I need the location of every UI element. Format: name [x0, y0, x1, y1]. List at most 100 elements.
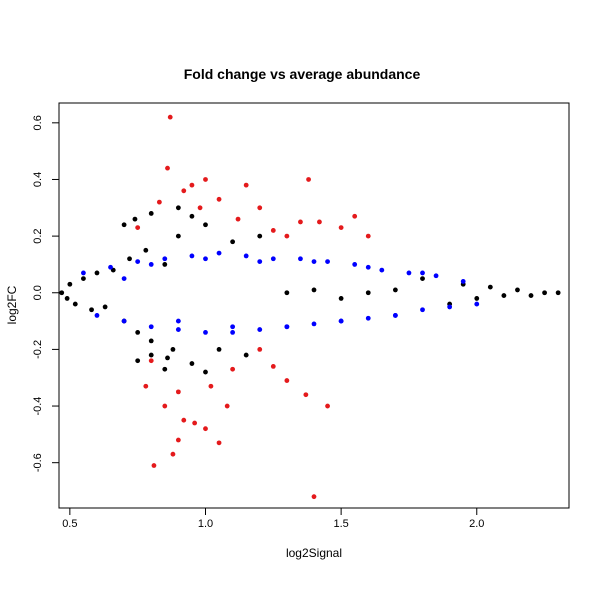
data-point-s0-1	[64, 296, 70, 301]
data-point-s2-3	[170, 451, 176, 457]
data-point-s2-37	[257, 205, 263, 211]
data-point-s2-1	[165, 165, 170, 171]
data-point-s0-35	[528, 293, 534, 298]
y-tick-label-3: 0.0	[32, 285, 44, 300]
data-point-s0-31	[474, 296, 480, 301]
data-point-s2-2	[151, 463, 157, 468]
data-point-s0-14	[162, 262, 168, 267]
data-point-s1-29	[474, 301, 480, 307]
data-point-s2-22	[365, 233, 371, 239]
data-point-s0-38	[121, 222, 127, 228]
data-point-s1-1	[94, 313, 100, 318]
plot-frame	[58, 102, 570, 509]
data-point-s1-21	[365, 315, 371, 321]
data-point-s0-17	[189, 361, 195, 366]
y-axis: -0.6 -0.4 -0.2 0.0 0.2 0.4 0.6	[32, 115, 60, 472]
data-point-s1-28	[460, 279, 466, 284]
data-point-s1-38	[338, 318, 344, 324]
data-point-s1-11	[230, 330, 236, 335]
data-point-s1-20	[352, 262, 358, 267]
data-point-s2-28	[216, 440, 222, 446]
data-point-s1-17	[311, 321, 317, 327]
data-point-s2-30	[235, 216, 241, 222]
data-point-s0-25	[338, 296, 344, 301]
data-point-s2-21	[352, 213, 358, 219]
data-point-s0-26	[365, 290, 371, 296]
data-point-s1-27	[447, 304, 453, 310]
data-point-s0-39	[135, 358, 141, 364]
data-point-s0-13	[148, 338, 154, 344]
data-point-s0-41	[162, 366, 168, 372]
y-tick-label-0: -0.6	[32, 453, 44, 472]
data-point-s1-6	[162, 256, 168, 262]
data-point-s1-2	[108, 264, 113, 270]
y-tick-label-2: -0.2	[32, 340, 44, 359]
data-point-s2-8	[203, 177, 208, 182]
data-point-s2-39	[208, 383, 214, 389]
data-point-s0-32	[487, 284, 493, 290]
data-point-s1-7	[175, 327, 181, 332]
data-point-s2-18	[317, 219, 322, 225]
data-point-s0-21	[243, 352, 249, 358]
x-axis: 0.5 1.0 1.5 2.0	[62, 507, 484, 530]
data-point-s0-36	[542, 290, 547, 296]
data-point-s2-38	[197, 205, 203, 211]
data-point-s1-32	[175, 318, 181, 324]
y-axis-label: log2FC	[5, 285, 19, 324]
data-point-s1-40	[392, 313, 398, 318]
y-tick-label-1: -0.4	[32, 397, 44, 416]
data-point-s0-47	[165, 355, 170, 361]
data-point-s2-17	[311, 494, 317, 500]
y-tick-label-5: 0.4	[32, 172, 44, 187]
data-point-s2-27	[203, 426, 208, 432]
data-point-s0-42	[175, 205, 181, 211]
data-point-s0-10	[127, 256, 132, 262]
data-point-s0-18	[203, 222, 208, 228]
data-point-s2-32	[192, 420, 198, 426]
data-point-s1-41	[420, 270, 425, 276]
data-point-s0-15	[170, 346, 176, 352]
data-point-s0-0	[59, 290, 65, 296]
data-point-s0-46	[148, 352, 154, 358]
data-point-s1-25	[420, 307, 425, 313]
data-point-s0-33	[501, 293, 507, 298]
data-point-s0-6	[94, 270, 100, 276]
data-point-s1-36	[284, 324, 290, 330]
data-point-s2-4	[175, 437, 181, 443]
data-point-s2-13	[270, 228, 276, 233]
data-point-s1-16	[298, 256, 303, 262]
data-point-s0-22	[257, 233, 263, 239]
data-point-s1-0	[81, 270, 86, 276]
data-point-s2-34	[303, 392, 309, 398]
data-point-s0-19	[216, 346, 222, 352]
data-point-s1-8	[189, 253, 195, 259]
data-point-s0-20	[230, 239, 236, 245]
data-point-s0-24	[311, 287, 317, 293]
data-point-s2-10	[230, 366, 236, 372]
data-point-s1-22	[379, 267, 385, 273]
data-point-s1-3	[121, 318, 127, 324]
data-point-s2-0	[167, 114, 173, 120]
data-point-s2-14	[284, 378, 290, 383]
data-point-s1-5	[148, 324, 154, 330]
data-point-s0-4	[81, 276, 86, 281]
data-point-s2-20	[338, 225, 344, 231]
data-point-s2-35	[284, 233, 290, 239]
data-point-s2-26	[143, 383, 149, 389]
data-point-s1-37	[311, 259, 317, 265]
data-point-s1-18	[325, 259, 330, 265]
data-point-s1-39	[365, 264, 371, 270]
data-point-s2-9	[216, 196, 222, 202]
data-point-s0-12	[143, 247, 149, 253]
data-point-s1-35	[257, 259, 263, 265]
data-point-s0-3	[72, 301, 78, 307]
data-point-s1-4	[135, 259, 141, 265]
data-point-s1-34	[230, 324, 236, 330]
data-point-s1-26	[433, 273, 439, 279]
data-point-s2-7	[189, 182, 195, 188]
data-point-s2-5	[162, 403, 168, 409]
data-point-s2-12	[257, 346, 263, 352]
data-point-s2-19	[325, 403, 330, 409]
data-point-s2-29	[224, 403, 230, 409]
x-axis-label: log2Signal	[286, 546, 342, 560]
